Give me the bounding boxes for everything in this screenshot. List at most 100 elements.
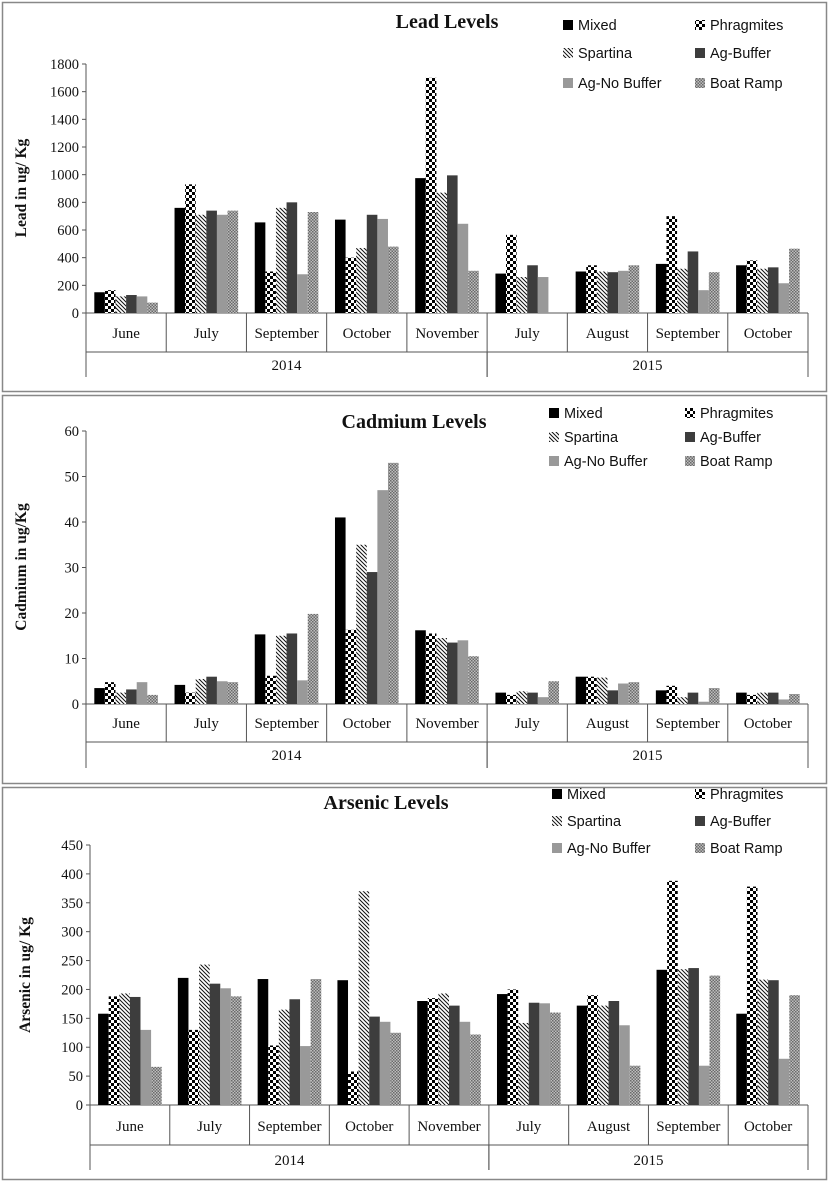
bar-mixed <box>98 1013 109 1105</box>
legend-swatch <box>552 816 562 826</box>
bar-phragmites <box>746 886 758 1105</box>
bar-ag-buffer <box>286 633 298 704</box>
bar-ag-buffer <box>369 1016 380 1105</box>
bar-spartina <box>119 993 130 1105</box>
chart-panel-1: Cadmium Levels Cadmium in ug/Kg 0 10 20 30 40 5… <box>1 394 828 785</box>
bar-spartina <box>356 544 367 704</box>
bar-phragmites <box>104 682 116 704</box>
y-tick-label: 200 <box>61 982 83 998</box>
x-category-label: July <box>516 1119 542 1135</box>
bar-spartina <box>436 192 447 313</box>
panel-border <box>1 1 828 393</box>
legend-swatch <box>549 408 559 418</box>
bar-mixed <box>415 630 426 704</box>
legend-swatch <box>685 432 695 442</box>
bar-boat-ramp <box>310 979 322 1105</box>
bar-mixed <box>174 684 186 704</box>
bar-mixed <box>496 994 508 1105</box>
bar-spartina <box>757 692 768 704</box>
bar-ag-buffer <box>366 214 378 313</box>
bar-mixed <box>177 977 189 1105</box>
x-category-label: October <box>744 716 792 732</box>
legend-swatch <box>695 843 705 853</box>
bar-ag-buffer <box>608 1001 620 1105</box>
bar-mixed <box>736 265 747 313</box>
bar-ag-no-buffer <box>618 270 629 313</box>
legend-entry: Boat Ramp <box>710 841 783 857</box>
bar-boat-ramp <box>708 272 720 313</box>
x-category-label: July <box>515 716 541 732</box>
bar-ag-buffer <box>767 692 779 704</box>
legend-entry: Ag-Buffer <box>700 430 761 446</box>
bar-ag-buffer <box>129 996 141 1105</box>
bar-ag-buffer <box>206 676 217 704</box>
bar-boat-ramp <box>789 248 800 313</box>
y-tick-label: 400 <box>61 867 83 883</box>
bar-phragmites <box>586 676 597 704</box>
bar-spartina <box>356 247 367 313</box>
legend-swatch <box>549 432 559 442</box>
legend-entry: Ag-No Buffer <box>578 76 662 92</box>
bar-boat-ramp <box>708 688 720 704</box>
x-category-label: July <box>515 326 541 342</box>
bar-ag-buffer <box>528 1002 540 1105</box>
bar-phragmites <box>108 996 120 1105</box>
bar-mixed <box>334 219 346 313</box>
x-category-label: August <box>586 716 630 732</box>
chart-panel-2: Arsenic Levels Arsenic in ug/ Kg 0 50 100 150… <box>1 786 828 1181</box>
bar-boat-ramp <box>151 1066 162 1105</box>
bar-mixed <box>736 1013 747 1105</box>
bar-ag-no-buffer <box>297 274 308 313</box>
bar-spartina <box>677 969 689 1105</box>
bar-spartina <box>757 979 769 1105</box>
legend-swatch <box>685 456 695 466</box>
bar-ag-no-buffer <box>698 290 709 313</box>
bar-phragmites <box>666 216 678 313</box>
bar-boat-ramp <box>709 975 721 1105</box>
bar-ag-buffer <box>607 272 619 313</box>
x-category-label: July <box>194 326 220 342</box>
bar-ag-no-buffer <box>459 1021 471 1105</box>
bar-ag-buffer <box>768 980 779 1105</box>
x-category-label: October <box>343 326 391 342</box>
bar-spartina <box>596 271 608 313</box>
y-tick-label: 1000 <box>50 168 79 184</box>
y-tick-label: 300 <box>61 925 83 941</box>
x-category-label: August <box>587 1119 631 1135</box>
y-tick-label: 1800 <box>50 57 79 73</box>
legend-swatch <box>695 789 705 799</box>
legend-entry: Mixed <box>567 787 606 803</box>
panel-border <box>1 786 828 1181</box>
bar-boat-ramp <box>227 682 239 704</box>
bar-mixed <box>94 688 105 704</box>
bar-phragmites <box>345 629 357 704</box>
y-tick-label: 20 <box>65 606 80 622</box>
legend-entry: Boat Ramp <box>700 454 773 470</box>
bar-spartina <box>518 1022 529 1105</box>
y-tick-label: 600 <box>57 223 79 239</box>
bar-mixed <box>575 676 587 704</box>
legend-swatch <box>552 789 562 799</box>
x-category-label: October <box>345 1119 393 1135</box>
y-axis-label: Arsenic in ug/ Kg <box>17 917 34 1033</box>
x-category-label: September <box>254 326 318 342</box>
bar-boat-ramp <box>390 1032 402 1105</box>
legend-swatch <box>695 48 705 58</box>
bar-ag-buffer <box>289 999 301 1105</box>
x-group-label: 2014 <box>272 748 303 764</box>
bar-spartina <box>275 207 287 313</box>
legend-swatch <box>552 843 562 853</box>
y-tick-label: 60 <box>65 424 80 440</box>
bar-boat-ramp <box>548 681 560 704</box>
legend-swatch <box>563 78 573 88</box>
legend-entry: Spartina <box>564 430 619 446</box>
bar-spartina <box>195 214 207 313</box>
bar-mixed <box>656 969 668 1105</box>
bar-phragmites <box>586 265 597 313</box>
bar-phragmites <box>746 694 758 704</box>
bar-spartina <box>115 296 127 313</box>
bar-ag-no-buffer <box>216 681 228 704</box>
x-category-label: October <box>744 326 792 342</box>
x-category-label: October <box>343 716 391 732</box>
bar-ag-buffer <box>447 175 458 313</box>
